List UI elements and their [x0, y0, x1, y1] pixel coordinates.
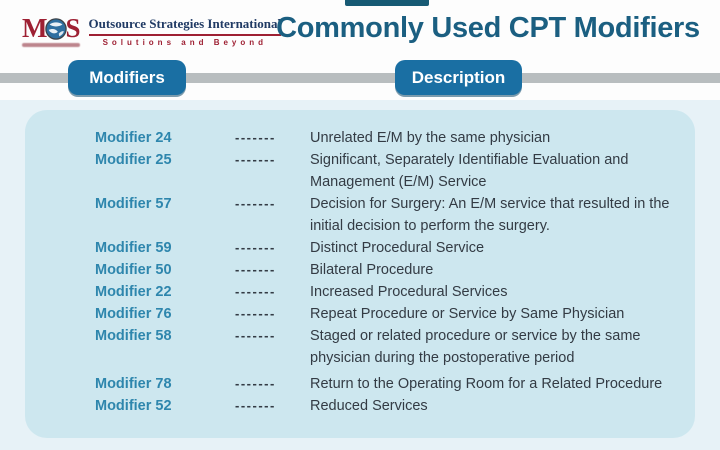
- description-cell: Staged or related procedure or service b…: [310, 328, 641, 366]
- description-cell: Decision for Surgery: An E/M service tha…: [310, 196, 670, 234]
- table-row: Modifier 59 ------- Distinct Procedural …: [95, 237, 695, 259]
- table-row: Modifier 58 ------- Staged or related pr…: [95, 325, 695, 369]
- dash-separator: -------: [235, 196, 276, 211]
- table-row: Modifier 22 ------- Increased Procedural…: [95, 281, 695, 303]
- table-row: Modifier 76 ------- Repeat Procedure or …: [95, 303, 695, 325]
- dash-separator: -------: [235, 152, 276, 167]
- description-cell: Distinct Procedural Service: [310, 240, 485, 256]
- company-name: Outsource Strategies International: [88, 16, 282, 36]
- description-cell: Significant, Separately Identifiable Eva…: [310, 152, 629, 190]
- mos-mark: M S: [22, 15, 81, 47]
- company-tagline: Solutions and Beyond: [102, 37, 268, 47]
- modifier-list: Modifier 24 ------- Unrelated E/M by the…: [95, 127, 695, 417]
- modifier-cell: Modifier 76: [95, 306, 172, 322]
- modifier-cell: Modifier 25: [95, 152, 172, 168]
- table-row: Modifier 50 ------- Bilateral Procedure: [95, 259, 695, 281]
- description-cell: Repeat Procedure or Service by Same Phys…: [310, 306, 625, 322]
- modifier-cell: Modifier 22: [95, 284, 172, 300]
- table-row: Modifier 24 ------- Unrelated E/M by the…: [95, 127, 695, 149]
- dash-separator: -------: [235, 376, 276, 391]
- logo-banner: [22, 43, 81, 47]
- column-header-band: Modifiers Description: [0, 60, 720, 100]
- modifier-cell: Modifier 58: [95, 328, 172, 344]
- dash-separator: -------: [235, 240, 276, 255]
- modifier-cell: Modifier 78: [95, 376, 172, 392]
- table-row: Modifier 57 ------- Decision for Surgery…: [95, 193, 695, 237]
- logo-text: Outsource Strategies International Solut…: [88, 16, 282, 47]
- dash-separator: -------: [235, 306, 276, 321]
- top-accent-bar: [345, 0, 429, 6]
- header: M S Outsource Strategies International S…: [0, 0, 720, 62]
- table-row: Modifier 78 ------- Return to the Operat…: [95, 373, 695, 395]
- description-cell: Return to the Operating Room for a Relat…: [310, 376, 663, 392]
- logo-letter-s: S: [65, 13, 81, 43]
- modifier-cell: Modifier 50: [95, 262, 172, 278]
- modifier-cell: Modifier 24: [95, 130, 172, 146]
- dash-separator: -------: [235, 262, 276, 277]
- description-cell: Reduced Services: [310, 398, 428, 414]
- description-cell: Bilateral Procedure: [310, 262, 434, 278]
- modifier-cell: Modifier 52: [95, 398, 172, 414]
- page-title: Commonly Used CPT Modifiers: [276, 12, 700, 44]
- description-column-header: Description: [395, 60, 522, 95]
- divider-bar: [0, 73, 720, 83]
- modifiers-column-header: Modifiers: [68, 60, 186, 95]
- dash-separator: -------: [235, 284, 276, 299]
- dash-separator: -------: [235, 328, 276, 343]
- modifier-cell: Modifier 57: [95, 196, 172, 212]
- company-logo: M S Outsource Strategies International S…: [22, 15, 282, 47]
- globe-icon: [45, 17, 68, 40]
- dash-separator: -------: [235, 398, 276, 413]
- description-cell: Unrelated E/M by the same physician: [310, 130, 551, 146]
- content-panel: Modifier 24 ------- Unrelated E/M by the…: [25, 110, 695, 438]
- modifier-cell: Modifier 59: [95, 240, 172, 256]
- table-row: Modifier 25 ------- Significant, Separat…: [95, 149, 695, 193]
- dash-separator: -------: [235, 130, 276, 145]
- description-cell: Increased Procedural Services: [310, 284, 508, 300]
- table-row: Modifier 52 ------- Reduced Services: [95, 395, 695, 417]
- logo-letter-m: M: [22, 13, 48, 43]
